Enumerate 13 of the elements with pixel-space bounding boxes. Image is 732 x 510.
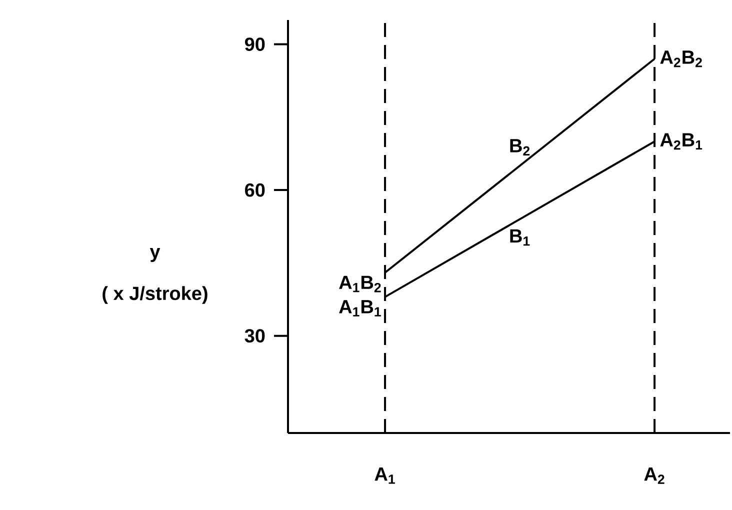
series-label: B$_{2}$	[510, 139, 530, 156]
annotation: A$_{2}$B$_{1}$	[660, 133, 702, 150]
series-label: B$_{1}$	[510, 229, 530, 246]
x-tick-label: A$_{1}$	[374, 468, 395, 484]
text: ( x J/stroke)	[102, 286, 208, 304]
y-tick-label: 90	[244, 38, 265, 52]
text: y	[150, 248, 160, 262]
annotation: A$_{2}$B$_{2}$	[660, 50, 702, 68]
annotation: A$_{1}$B$_{1}$	[339, 300, 381, 316]
y-tick-label: 30	[244, 329, 265, 343]
annotation: A$_{1}$B$_{2}$	[339, 276, 381, 292]
x-tick-label: A$_{2}$	[644, 468, 664, 484]
y-tick-label: 60	[245, 183, 265, 197]
